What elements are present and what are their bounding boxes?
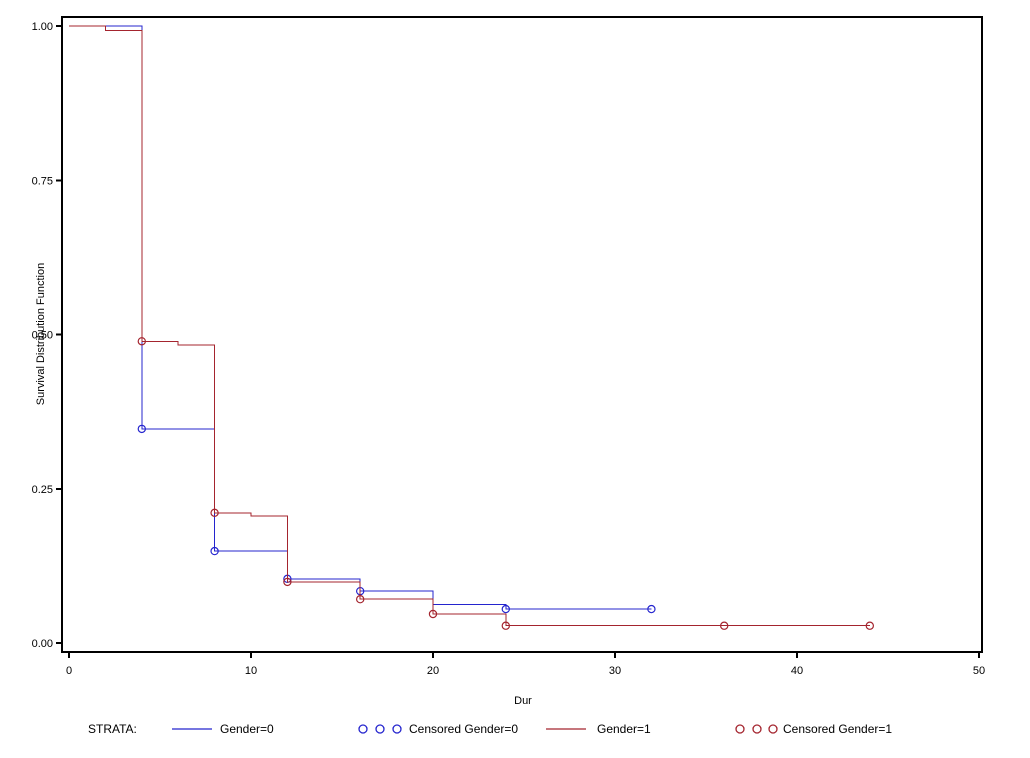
x-tick-label: 50 [973,665,985,677]
censor-markers-gender0 [137,424,656,614]
censor-marker [137,337,146,346]
y-tick-label: 1.00 [32,21,53,33]
censor-marker [501,621,510,630]
y-axis-title: Survival Distribution Function [35,263,47,405]
x-tick-label: 10 [245,665,257,677]
legend: STRATA: Gender=0 Censored Gender=0 Gender=1… [88,722,892,736]
censor-marker [137,424,146,434]
censor-marker [647,604,656,614]
legend-censor-circle-censored-gender-0 [358,724,368,734]
censor-marker [720,621,729,630]
legend-label-gender-0: Gender=0 [220,722,274,736]
plot-frame [61,16,983,653]
censor-marker [865,621,875,630]
legend-label-gender-1: Gender=1 [597,722,651,736]
legend-censor-circle-censored-gender-1 [735,724,745,734]
x-tick-label: 20 [427,665,439,677]
legend-label-censored-gender-0: Censored Gender=0 [409,722,518,736]
censor-marker [210,546,219,556]
legend-censor-circle-censored-gender-1 [752,724,762,734]
y-tick-label: 0.50 [32,330,53,342]
censor-marker [428,609,438,619]
x-tick-label: 0 [66,665,72,677]
censor-marker [210,508,219,518]
censor-markers-gender1 [137,337,875,630]
censor-marker [283,577,292,587]
x-axis: 0 10 20 30 40 50 [66,652,985,677]
legend-label-censored-gender-1: Censored Gender=1 [783,722,892,736]
legend-censor-circle-censored-gender-0 [392,724,402,734]
censor-marker [501,604,510,614]
legend-title: STRATA: [88,722,137,736]
censor-marker [356,594,365,604]
x-tick-label: 40 [791,665,803,677]
y-axis: 0.00 0.25 0.50 0.75 1.00 [32,21,62,650]
survival-curve-gender0 [69,25,652,610]
legend-censor-circle-censored-gender-1 [768,724,778,734]
survival-curve-gender1 [69,25,870,627]
y-tick-label: 0.75 [32,175,53,187]
y-tick-label: 0.00 [32,638,53,650]
x-axis-title: Dur [514,695,532,707]
y-tick-label: 0.25 [32,484,53,496]
x-tick-label: 30 [609,665,621,677]
legend-censor-circle-censored-gender-0 [375,724,385,734]
